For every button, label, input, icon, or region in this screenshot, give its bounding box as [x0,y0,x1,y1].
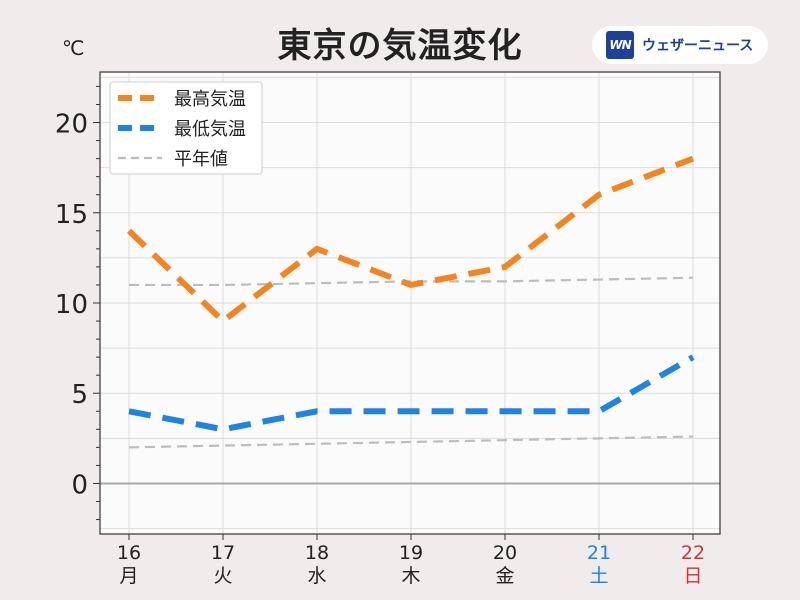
logo-text: ウェザーニュース [642,38,754,54]
unit-label: ℃ [62,36,85,60]
y-tick-label: 10 [55,290,88,320]
series-normal-low-line [128,435,694,449]
x-tick-label-day: 17 [211,542,235,564]
x-tick-label-weekday: 日 [683,565,702,587]
x-tick-label-weekday: 金 [495,565,514,587]
legend-box [109,81,263,175]
series-normal-high-line [129,276,694,287]
x-tick-label-weekday: 土 [589,565,608,587]
x-tick-label-weekday: 木 [401,565,420,587]
x-tick-label-day: 16 [117,542,141,564]
y-tick-label: 15 [55,200,88,230]
x-tick-label-day: 18 [305,542,329,564]
x-tick-label-day: 19 [399,542,423,564]
x-tick-label-weekday: 火 [213,565,232,587]
x-tick-label-weekday: 月 [119,565,138,587]
x-tick-label-day: 21 [587,542,611,564]
y-tick-label: 0 [71,470,88,500]
series-max-line [126,155,695,325]
legend-label: 最低気温 [174,119,246,140]
x-tick-label-day: 22 [681,542,705,564]
x-tick-label-weekday: 水 [307,565,326,587]
chart-title: 東京の気温変化 [277,26,523,66]
logo-mark-icon: WN [606,31,634,59]
legend-label: 平年値 [174,149,228,170]
y-tick-label: 20 [55,110,88,140]
x-tick-label-day: 20 [493,542,517,564]
series-min-line [128,354,695,433]
legend-label: 最高気温 [174,89,246,110]
weathernews-logo: WN ウェザーニュース [592,26,768,64]
y-tick-label: 5 [71,380,88,410]
